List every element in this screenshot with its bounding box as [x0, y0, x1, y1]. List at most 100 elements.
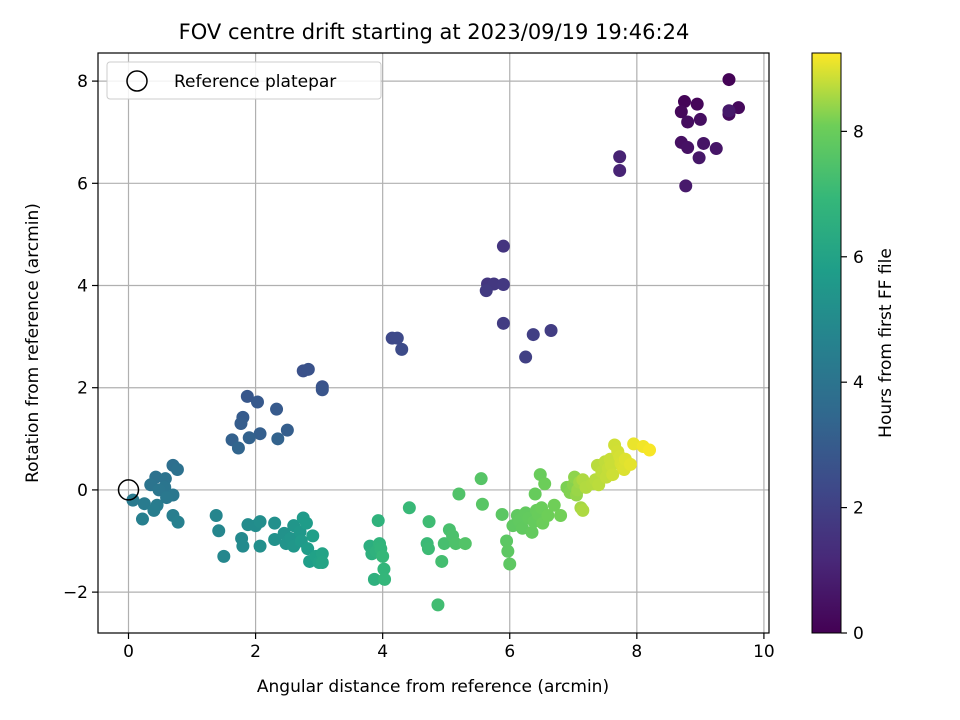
data-point [681, 115, 695, 129]
data-point [501, 544, 515, 558]
y-tick-label: 8 [77, 72, 88, 92]
reference-platepar-marker [117, 479, 140, 501]
data-point [496, 277, 510, 291]
y-tick-label: 6 [77, 174, 88, 194]
colorbar-ticks: 0 2 4 6 8 [841, 122, 864, 644]
data-point [538, 477, 552, 491]
data-point [367, 572, 381, 586]
colorbar-tick-label: 0 [853, 624, 864, 644]
x-tick-label: 2 [250, 642, 261, 662]
data-point [613, 164, 627, 178]
data-point [458, 537, 472, 551]
y-tick-label: 2 [77, 379, 88, 399]
data-point [554, 508, 568, 522]
data-point [395, 342, 409, 356]
data-point [722, 104, 736, 118]
data-point [147, 503, 161, 517]
colorbar-tick-label: 6 [853, 248, 864, 268]
x-tick-label: 10 [753, 642, 775, 662]
data-point [137, 497, 151, 511]
data-point [544, 323, 558, 337]
data-point [606, 468, 620, 482]
data-point [692, 151, 706, 165]
plot-points [126, 73, 745, 612]
data-point [576, 503, 590, 517]
data-point [217, 549, 231, 563]
data-point [474, 472, 488, 486]
data-point [681, 141, 695, 155]
data-point [301, 542, 315, 556]
colorbar-tick-label: 2 [853, 499, 864, 519]
data-point [547, 498, 561, 512]
data-point [231, 441, 245, 455]
data-point [528, 487, 542, 501]
data-point [613, 150, 627, 164]
y-tick-label: −2 [63, 583, 88, 603]
data-point [234, 416, 248, 430]
data-point [268, 516, 282, 530]
data-point [479, 284, 493, 298]
data-point [371, 514, 385, 528]
y-tick-label: 4 [77, 277, 88, 297]
data-point [268, 532, 282, 546]
data-point [526, 328, 540, 342]
data-point [301, 362, 315, 376]
data-point [495, 507, 509, 521]
data-point [437, 537, 451, 551]
data-point [422, 515, 436, 529]
data-point [306, 529, 320, 543]
plot-frame [97, 52, 770, 634]
data-point [435, 554, 449, 568]
data-point [677, 95, 691, 109]
data-point [525, 525, 539, 539]
data-point [212, 524, 226, 538]
data-point [378, 572, 392, 586]
data-point [253, 539, 267, 553]
data-point [236, 539, 250, 553]
data-point [643, 443, 657, 457]
data-point [271, 432, 285, 446]
data-point [171, 515, 185, 529]
x-tick-label: 8 [631, 642, 642, 662]
data-point [690, 97, 704, 111]
data-point [709, 142, 723, 156]
data-point [475, 497, 489, 511]
chart-title: FOV centre drift starting at 2023/09/19 … [179, 20, 690, 44]
x-tick-label: 4 [377, 642, 388, 662]
colorbar-tick-label: 4 [853, 373, 864, 393]
x-axis-ticks: 0 2 4 6 8 10 [123, 633, 775, 662]
colorbar-tick-label: 8 [853, 122, 864, 142]
data-point [240, 389, 254, 403]
data-point [250, 395, 264, 409]
data-point [496, 316, 510, 330]
data-point [519, 350, 533, 364]
data-point [452, 487, 466, 501]
data-point [679, 179, 693, 193]
data-point [315, 383, 329, 397]
data-point [623, 457, 637, 471]
data-point [376, 549, 390, 563]
data-point [496, 239, 510, 253]
data-point [270, 402, 284, 416]
data-point [253, 427, 267, 441]
data-point [503, 557, 517, 571]
data-point [209, 508, 223, 522]
data-point [402, 501, 416, 515]
data-point [135, 512, 149, 526]
legend-box [106, 61, 382, 100]
data-point [315, 555, 329, 569]
x-tick-label: 0 [123, 642, 134, 662]
data-point [253, 515, 267, 529]
colorbar-label: Hours from first FF file [876, 248, 896, 438]
y-axis-label: Rotation from reference (arcmin) [23, 203, 43, 483]
data-point [421, 542, 435, 556]
data-point [674, 105, 688, 119]
data-point [390, 331, 404, 345]
data-point [280, 423, 294, 437]
colorbar-gradient [811, 52, 842, 634]
data-point [449, 537, 463, 551]
data-point [299, 516, 313, 530]
data-point [377, 562, 391, 576]
data-point [693, 112, 707, 126]
